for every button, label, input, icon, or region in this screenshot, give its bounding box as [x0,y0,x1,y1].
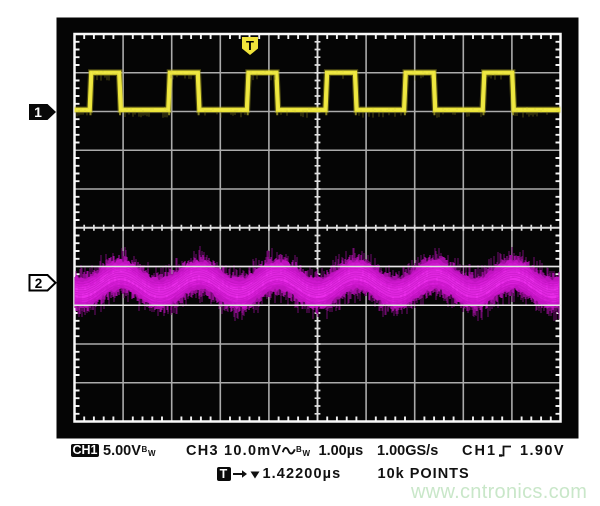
svg-text:1: 1 [34,104,42,120]
svg-text:T: T [246,38,254,53]
svg-text:2: 2 [35,276,43,291]
